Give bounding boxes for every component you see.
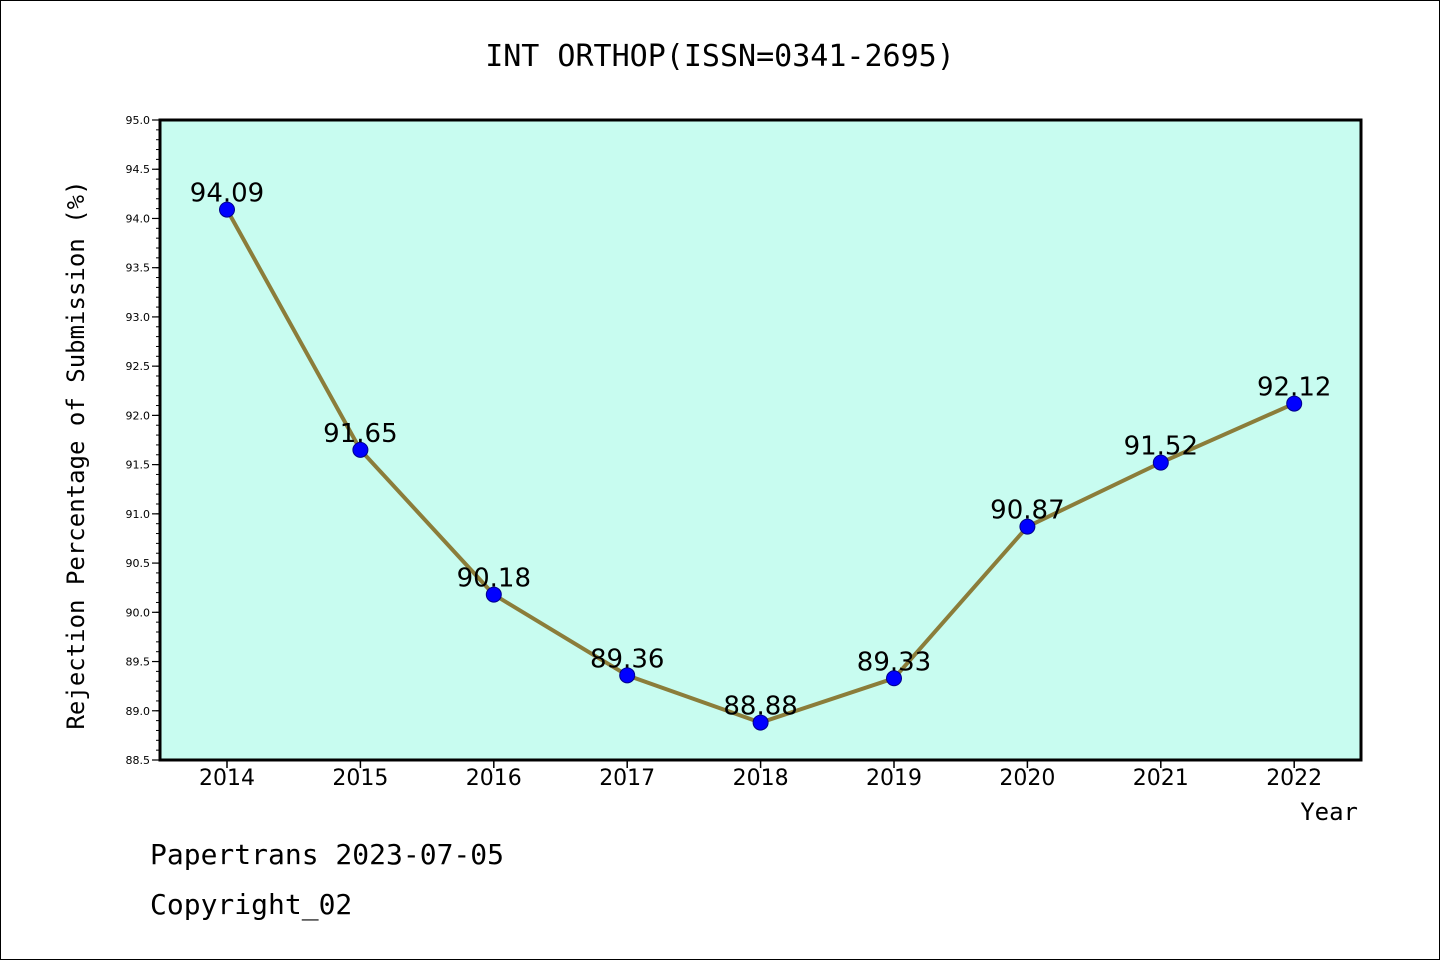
x-tick-label: 2017 <box>599 766 655 791</box>
chart-title: INT ORTHOP(ISSN=0341-2695) <box>485 39 955 74</box>
y-tick-label: 94.5 <box>126 163 151 176</box>
data-label: 91.52 <box>1124 432 1198 462</box>
footer-copyright: Copyright_02 <box>150 888 352 922</box>
data-point <box>752 714 769 731</box>
x-tick-label: 2019 <box>866 766 922 791</box>
data-labels: 94.09 91.65 90.18 89.36 88.88 89.33 90.87 91.52… <box>190 179 1332 722</box>
data-label: 89.36 <box>590 644 664 674</box>
data-point <box>1019 518 1036 535</box>
data-point <box>1152 454 1169 471</box>
data-label: 91.65 <box>323 419 397 449</box>
plot-area <box>158 118 1363 762</box>
data-point <box>886 670 902 687</box>
x-axis: 2014 2015 2016 2017 2018 2019 2020 2021 2022 <box>199 760 1322 791</box>
y-tick-label: 95.0 <box>126 114 151 127</box>
data-point <box>619 667 636 684</box>
y-tick-label: 92.0 <box>126 409 151 422</box>
y-tick-label: 92.5 <box>126 360 151 373</box>
x-tick-label: 2020 <box>999 766 1055 791</box>
data-label: 90.87 <box>990 496 1064 526</box>
y-tick-label: 93.5 <box>126 262 151 275</box>
x-tick-label: 2021 <box>1133 766 1189 791</box>
footer-date: Papertrans 2023-07-05 <box>150 838 504 871</box>
y-tick-label: 94.0 <box>126 212 151 225</box>
x-axis-label: Year <box>1300 798 1358 826</box>
y-tick-label: 88.5 <box>126 754 151 767</box>
y-axis: 88.5 89.0 89.5 90.0 90.5 91.0 91.5 92.0 92.5 93.0… <box>126 114 160 767</box>
y-tick-label: 90.0 <box>126 606 151 619</box>
x-tick-label: 2018 <box>733 766 789 791</box>
y-tick-label: 89.5 <box>126 656 151 669</box>
data-point <box>352 441 369 458</box>
data-label: 90.18 <box>457 564 531 594</box>
y-tick-label: 89.0 <box>126 705 151 718</box>
data-label: 89.33 <box>857 647 931 677</box>
data-label: 94.09 <box>190 179 264 209</box>
data-point <box>485 586 502 603</box>
y-tick-label: 91.5 <box>126 459 151 472</box>
y-tick-label: 91.0 <box>126 508 151 521</box>
data-point <box>219 201 235 218</box>
data-label: 92.12 <box>1257 373 1331 403</box>
x-tick-label: 2014 <box>199 766 255 791</box>
x-tick-label: 2016 <box>466 766 522 791</box>
data-label: 88.88 <box>723 692 797 722</box>
x-tick-label: 2022 <box>1266 766 1322 791</box>
y-tick-label: 90.5 <box>126 557 151 570</box>
x-tick-label: 2015 <box>332 766 388 791</box>
series-markers <box>219 201 1303 731</box>
data-point <box>1286 395 1303 412</box>
y-tick-label: 93.0 <box>126 311 151 324</box>
y-axis-label: Rejection Percentage of Submission (%) <box>62 180 90 729</box>
